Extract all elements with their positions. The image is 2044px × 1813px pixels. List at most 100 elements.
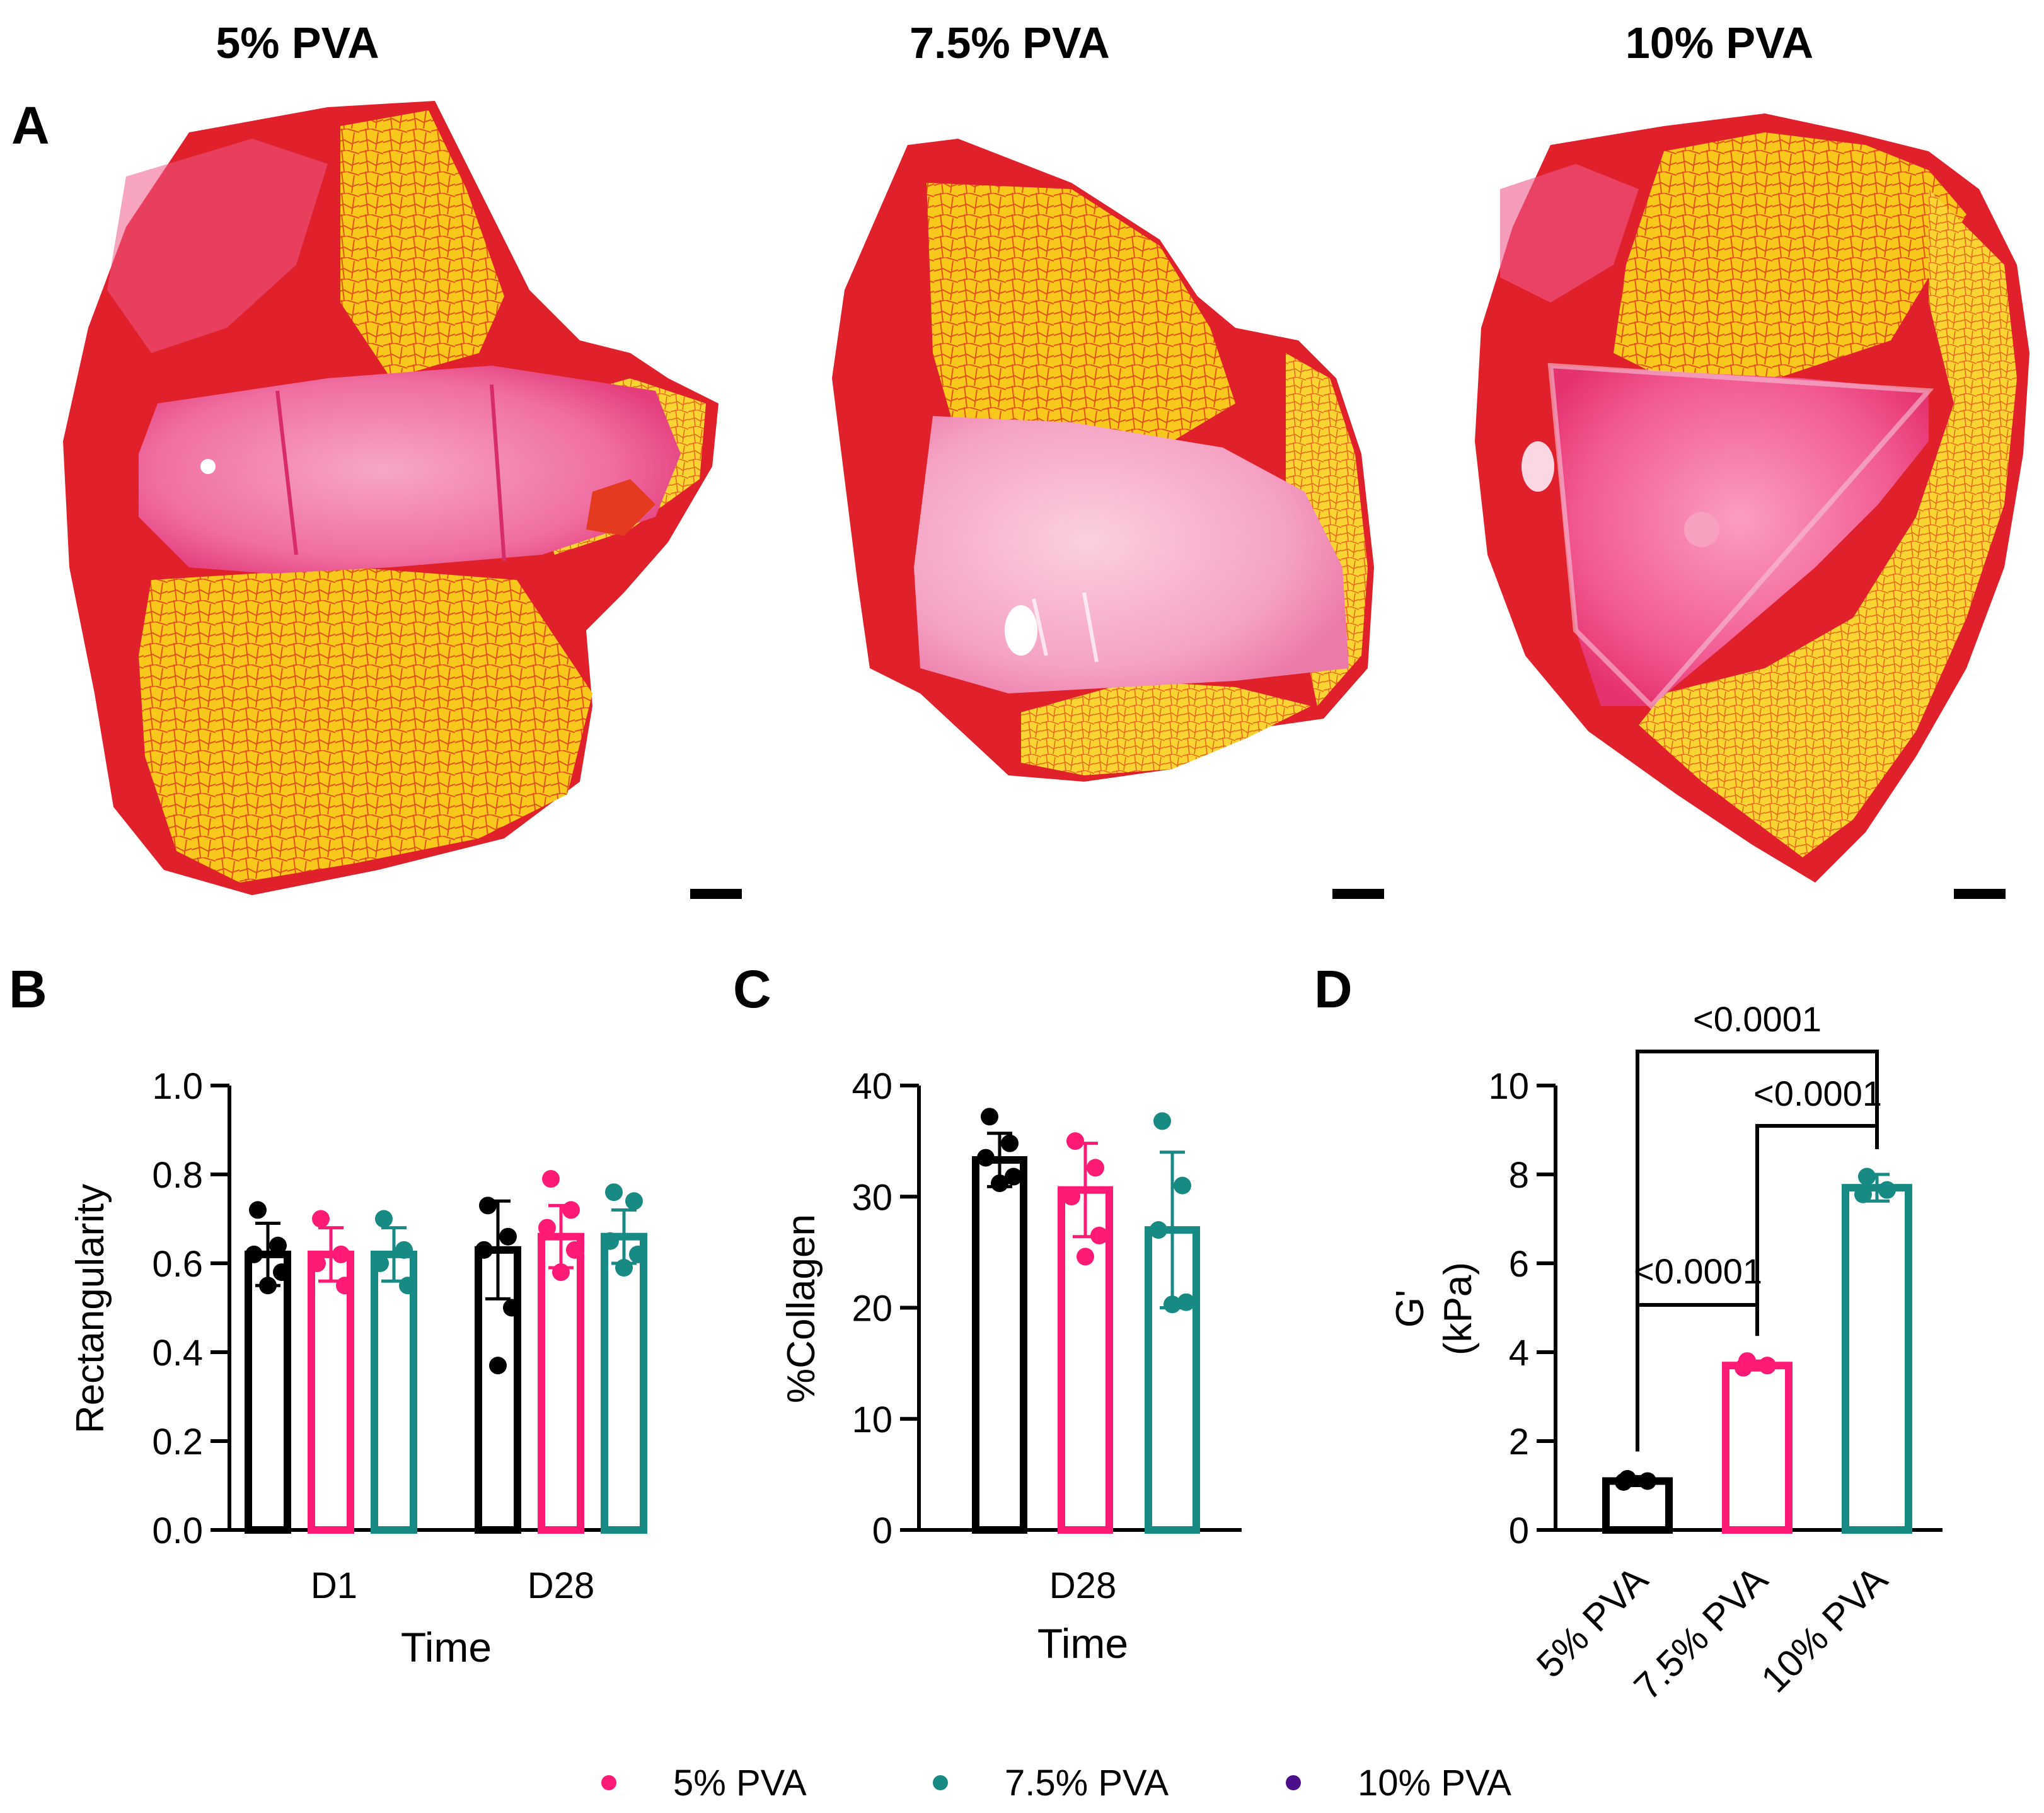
b-D28-bar [601, 1232, 647, 1534]
d-bar-0-point [1639, 1472, 1656, 1490]
b-tick-label: 0.6 [152, 1244, 203, 1285]
c-series-0-bar [972, 1156, 1027, 1534]
panel-a-letter: A [11, 96, 50, 155]
b-D1-bar [308, 1250, 354, 1534]
c-series-0-point [991, 1174, 1008, 1193]
b-tick-label: 1.0 [152, 1066, 203, 1107]
b-D28-point [489, 1357, 507, 1375]
legend-marker [933, 1775, 948, 1790]
b-tick-label: 0.2 [152, 1422, 203, 1463]
c-series-0-point [977, 1149, 995, 1167]
b-D28-point [562, 1201, 580, 1219]
c-tick-label: 0 [872, 1510, 892, 1551]
d-tick-label: 0 [1509, 1510, 1529, 1551]
d-significance-label: <0.0001 [1753, 1074, 1882, 1113]
x-label-d1: D1 [311, 1565, 357, 1606]
b-D1-point [259, 1277, 277, 1295]
c-series-2-point [1174, 1176, 1191, 1195]
c-series-1-point [1066, 1132, 1084, 1150]
b-D1-point [336, 1277, 354, 1295]
b-tick-label: 0.0 [152, 1510, 203, 1551]
scale-bar-10pct [1954, 889, 2006, 899]
tissue-section-5pct [63, 101, 719, 895]
d-tick-label: 8 [1509, 1155, 1529, 1196]
b-D1-point [312, 1210, 330, 1228]
scale-bar-7-5pct [1332, 889, 1384, 899]
d-tick-label: 10 [1488, 1066, 1529, 1107]
b-D1-point [371, 1254, 389, 1272]
d-bar-1-point [1758, 1357, 1776, 1375]
b-D28-point [503, 1299, 521, 1317]
d-x-label: 10% PVA [1753, 1558, 1895, 1701]
y-axis-title-c: %Collagen [780, 1214, 823, 1403]
b-D28-point [538, 1219, 556, 1237]
b-D1-bar [245, 1250, 291, 1534]
b-D28-point [542, 1170, 560, 1188]
panel-b: B 0.0 0.2 0.4 0.6 0.8 1.0 D1 D28 Time Rectang… [9, 959, 647, 1671]
d-bar-1-bar [1722, 1362, 1793, 1534]
c-tick-label: 30 [852, 1177, 892, 1218]
b-D28-point [499, 1227, 517, 1246]
column-title-7-5pct: 7.5% PVA [909, 18, 1110, 67]
b-D28-point [479, 1196, 497, 1215]
c-series-0-point [981, 1108, 998, 1126]
d-significance-bracket [1636, 1050, 1879, 1452]
d-bar-2-point [1878, 1181, 1896, 1199]
b-D28-point [629, 1245, 647, 1263]
c-series-2-point [1177, 1293, 1195, 1311]
c-tick-label: 10 [852, 1399, 892, 1440]
c-series-0-point [1005, 1167, 1022, 1186]
d-significance-bracket [1636, 1303, 1759, 1452]
y-axis-title-b: Rectangularity [69, 1184, 112, 1434]
c-series-1-point [1063, 1188, 1080, 1206]
d-significance-label: <0.0001 [1634, 1251, 1762, 1291]
panel-d-letter: D [1314, 959, 1353, 1019]
c-series-0-point [1001, 1134, 1019, 1152]
d-bar-2-point [1854, 1185, 1872, 1203]
c-tick-label: 20 [852, 1289, 892, 1329]
d-tick-label: 4 [1509, 1333, 1529, 1374]
y-axis-title-d: G' [1389, 1290, 1432, 1328]
legend-label: 5% PVA [673, 1763, 807, 1804]
panel-c: C 0 10 20 30 40 D28 Time %Collagen [733, 959, 1242, 1667]
d-bar-1-point [1735, 1358, 1752, 1377]
c-series-1-point [1090, 1226, 1108, 1244]
x-label-d28: D28 [528, 1565, 594, 1606]
d-significance-label: <0.0001 [1693, 999, 1822, 1039]
panel-a: A 5% PVA 7.5% PVA 10% PVA [11, 18, 2030, 899]
x-axis-title-c: Time [1037, 1620, 1128, 1667]
b-tick-label: 0.8 [152, 1155, 203, 1196]
b-D28-point [615, 1259, 633, 1277]
legend-marker [601, 1775, 616, 1790]
panel-b-letter: B [9, 959, 47, 1019]
b-D1-point [395, 1241, 413, 1259]
c-series-1-point [1087, 1159, 1104, 1177]
b-D28-point [625, 1192, 643, 1210]
d-bar-0-bar [1602, 1477, 1673, 1534]
b-D28-point [552, 1263, 570, 1282]
b-D28-point [601, 1232, 619, 1250]
b-D1-point [308, 1254, 326, 1272]
b-D1-point [249, 1201, 267, 1219]
b-D1-point [273, 1263, 291, 1282]
legend-marker [1286, 1775, 1301, 1790]
scale-bar-5pct [690, 889, 742, 899]
c-series-2-point [1150, 1221, 1167, 1239]
x-axis-title-b: Time [401, 1624, 492, 1671]
c-tick-label: 40 [852, 1066, 892, 1107]
c-series-2-point [1153, 1112, 1171, 1130]
b-D1-bar [371, 1250, 417, 1534]
c-series-2-point [1163, 1295, 1181, 1314]
b-tick-label: 0.4 [152, 1333, 203, 1374]
panel-c-letter: C [733, 959, 771, 1019]
b-D1-point [245, 1245, 263, 1263]
column-title-10pct: 10% PVA [1625, 18, 1813, 67]
b-D28-point [475, 1241, 493, 1259]
y-axis-unit-d: (kPa) [1436, 1262, 1480, 1355]
tissue-section-7-5pct [832, 139, 1374, 782]
d-tick-label: 2 [1509, 1422, 1529, 1463]
b-D1-point [399, 1277, 417, 1295]
d-bar-2-bar [1842, 1184, 1912, 1534]
